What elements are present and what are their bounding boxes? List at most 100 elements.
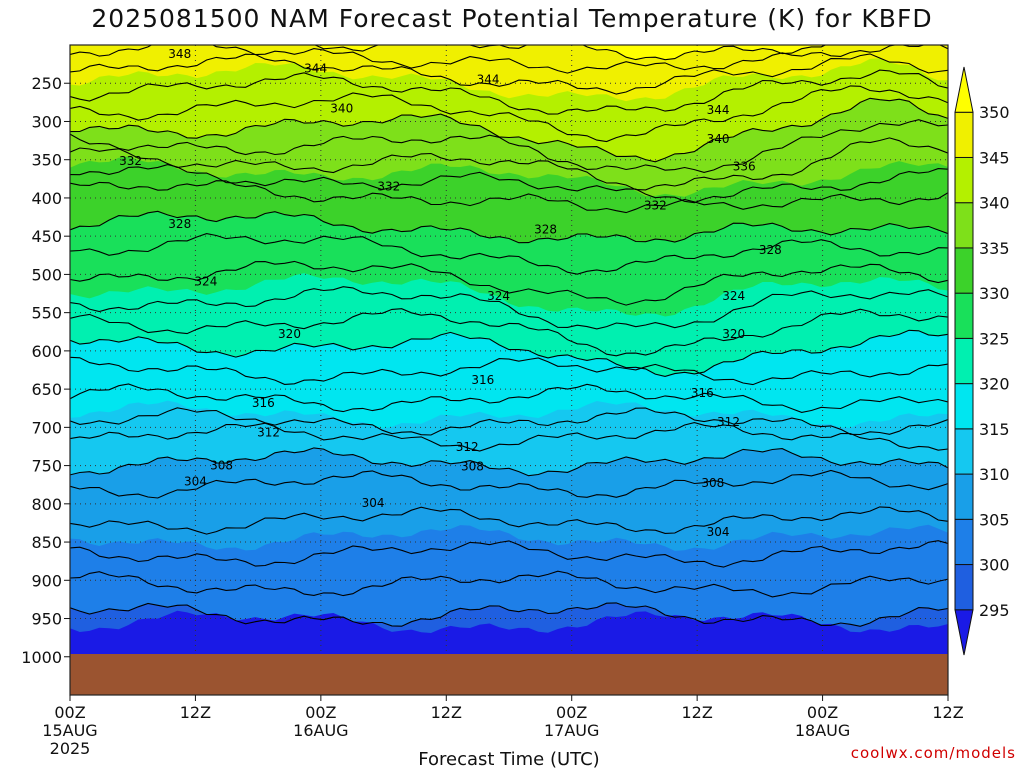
colorbar-label: 305 — [979, 510, 1010, 529]
contour-line-324 — [70, 286, 948, 330]
y-tick-label: 700 — [31, 418, 62, 437]
contour-label: 320 — [722, 327, 745, 341]
colorbar-label: 315 — [979, 420, 1010, 439]
ground-below-surface — [70, 654, 948, 695]
colorbar-swatch — [954, 383, 974, 430]
contour-label: 324 — [194, 274, 217, 288]
x-tick-date: 18AUG — [795, 721, 850, 740]
colorbar-arrow-high — [954, 66, 974, 113]
x-tick-date: 15AUG — [42, 721, 97, 740]
colorbar-swatch — [954, 564, 974, 611]
contour-label: 340 — [330, 101, 353, 115]
filled-bands — [70, 45, 948, 695]
colorbar-label: 320 — [979, 375, 1010, 394]
y-tick-label: 1000 — [21, 648, 62, 667]
contour-line-322 — [70, 308, 948, 357]
contour-label: 344 — [304, 62, 327, 76]
contour-line-338 — [70, 119, 948, 173]
y-tick-label: 250 — [31, 74, 62, 93]
contour-label: 312 — [257, 426, 280, 440]
grid-lines — [70, 45, 948, 695]
colorbar-swatch — [954, 518, 974, 566]
contour-line-320 — [70, 329, 948, 377]
x-tick-label: 00Z — [556, 703, 587, 722]
contour-label: 324 — [487, 289, 510, 303]
contour-label: 328 — [759, 243, 782, 257]
contour-label: 344 — [707, 103, 730, 117]
contour-line-318 — [70, 356, 948, 386]
x-tick-label: 12Z — [431, 703, 462, 722]
x-axis-label: Forecast Time (UTC) — [418, 749, 599, 768]
contour-label: 336 — [733, 160, 756, 174]
x-tick-label: 12Z — [180, 703, 211, 722]
contour-line-312 — [70, 422, 948, 452]
contour-label: 316 — [252, 396, 275, 410]
y-tick-label: 900 — [31, 571, 62, 590]
contour-label: 332 — [377, 179, 400, 193]
contour-line-346 — [70, 53, 948, 95]
contour-label: 332 — [644, 199, 667, 213]
contour-lines — [70, 45, 948, 627]
y-tick-label: 650 — [31, 380, 62, 399]
colorbar-swatch — [954, 473, 974, 520]
contour-label: 308 — [461, 459, 484, 473]
y-tick-label: 950 — [31, 610, 62, 629]
contour-line-310 — [70, 447, 948, 477]
y-tick-label: 450 — [31, 227, 62, 246]
colorbar-label: 310 — [979, 465, 1010, 484]
contour-label: 308 — [701, 476, 724, 490]
colorbar-label: 350 — [979, 103, 1010, 122]
colorbar-label: 345 — [979, 148, 1010, 167]
contour-label: 316 — [691, 386, 714, 400]
colorbar-swatch — [954, 428, 974, 475]
y-axis: 250 300 350 400 450 500 550 600 650 700 750 800 850 9… — [21, 74, 70, 667]
contour-label: 348 — [168, 47, 191, 61]
contour-label: 332 — [119, 154, 142, 168]
contour-label: 344 — [477, 72, 500, 86]
contour-label: 328 — [534, 222, 557, 236]
contour-line-308 — [70, 469, 948, 499]
y-tick-label: 850 — [31, 533, 62, 552]
colorbar-arrow-low — [954, 609, 974, 656]
contour-label: 304 — [707, 525, 730, 539]
contour-label: 304 — [362, 496, 385, 510]
contour-line-336 — [70, 137, 948, 191]
x-tick-label: 00Z — [54, 703, 85, 722]
contour-line-328 — [70, 233, 948, 275]
y-tick-label: 300 — [31, 112, 62, 131]
plot-frame — [69, 44, 949, 696]
contour-label: 324 — [722, 289, 745, 303]
colorbar-label: 325 — [979, 329, 1010, 348]
contour-line-342 — [70, 85, 948, 143]
contour-line-314 — [70, 407, 948, 436]
y-tick-label: 400 — [31, 189, 62, 208]
contour-line-316 — [70, 383, 948, 413]
contour-line-340 — [70, 97, 948, 163]
contour-label: 320 — [278, 327, 301, 341]
x-tick-date: 17AUG — [544, 721, 599, 740]
contour-label: 312 — [717, 415, 740, 429]
y-tick-label: 500 — [31, 265, 62, 284]
contour-line-350 — [313, 45, 827, 61]
colorbar-label: 300 — [979, 556, 1010, 575]
contour-label: 316 — [471, 373, 494, 387]
contour-line-334 — [70, 164, 948, 204]
y-tick-label: 550 — [31, 304, 62, 323]
contour-line-304 — [70, 540, 948, 568]
y-tick-label: 800 — [31, 495, 62, 514]
chart-title: 2025081500 NAM Forecast Potential Temper… — [91, 4, 933, 33]
colorbar-swatch — [954, 156, 974, 204]
colorbar-label: 340 — [979, 194, 1010, 213]
x-tick-label: 12Z — [932, 703, 963, 722]
contour-line-330 — [70, 210, 948, 244]
contour-line-332 — [70, 180, 948, 214]
x-tick-year: 2025 — [50, 739, 91, 758]
colorbar-label: 330 — [979, 284, 1010, 303]
contour-labels: 348 344 344 340 344 340 332 336 332 332 328 328 328 3… — [119, 47, 782, 539]
contour-line-344 — [70, 69, 948, 115]
colorbar: 295 300 305 310 315 320 325 330 335 340 345 350 — [954, 66, 1010, 656]
contour-label: 304 — [184, 475, 207, 489]
colorbar-swatch — [954, 292, 974, 339]
